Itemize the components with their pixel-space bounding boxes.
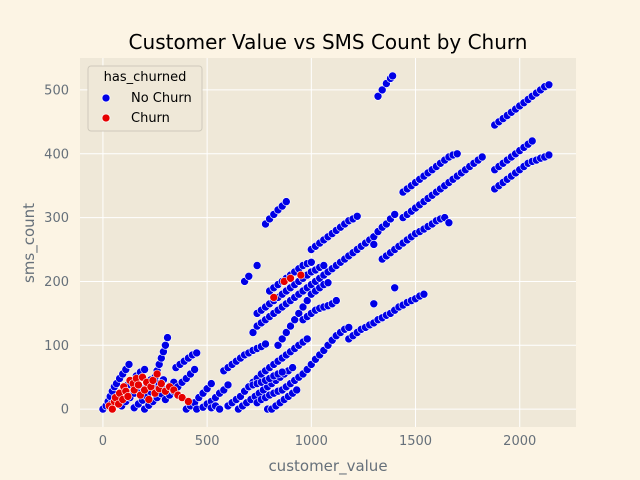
data-point (248, 328, 258, 337)
data-point (192, 348, 201, 358)
data-point (281, 328, 291, 337)
y-tick-label: 200 (44, 275, 69, 290)
legend-title: has_churned (104, 70, 187, 85)
data-point (296, 270, 306, 280)
x-tick-label: 1500 (399, 434, 432, 449)
data-point (123, 392, 133, 401)
data-point (369, 240, 379, 249)
data-point (252, 261, 262, 270)
data-point (390, 210, 400, 219)
x-tick-label: 1000 (295, 434, 328, 449)
data-point (190, 365, 199, 374)
data-point (177, 393, 187, 402)
chart-title: Customer Value vs SMS Count by Churn (129, 30, 528, 54)
data-point (331, 296, 341, 305)
data-point (140, 365, 149, 374)
x-tick-label: 500 (195, 434, 220, 449)
y-tick-label: 300 (44, 211, 69, 226)
y-tick-label: 500 (44, 83, 69, 98)
data-point (281, 197, 291, 206)
data-point (388, 71, 397, 81)
series-churn (104, 270, 306, 414)
data-point (207, 379, 216, 388)
x-axis-label: customer_value (268, 457, 387, 476)
data-point (294, 309, 304, 318)
data-point (288, 363, 297, 372)
y-tick-label: 100 (44, 339, 69, 354)
data-point (286, 273, 295, 283)
data-point (223, 380, 233, 390)
data-point (444, 218, 454, 227)
data-point (419, 289, 429, 299)
data-point (292, 385, 302, 395)
data-point (527, 136, 537, 146)
data-point (152, 369, 162, 379)
data-point (273, 340, 283, 350)
legend-marker-churn (101, 113, 111, 123)
legend-box (87, 65, 203, 132)
data-point (269, 293, 279, 302)
data-point (352, 212, 362, 221)
data-point (302, 296, 312, 305)
data-point (286, 321, 295, 331)
data-point (544, 80, 554, 90)
data-point (261, 339, 270, 349)
data-point (306, 257, 316, 267)
data-point (323, 278, 333, 288)
data-point (319, 261, 329, 270)
legend: has_churned No Churn Churn (87, 65, 203, 132)
data-point (134, 380, 143, 390)
x-tick-label: 2000 (503, 434, 536, 449)
data-point (302, 334, 312, 344)
y-tick-label: 0 (61, 403, 69, 418)
y-tick-label: 400 (44, 147, 69, 162)
data-point (144, 395, 154, 404)
data-point (544, 150, 554, 160)
data-point (215, 404, 224, 414)
data-point (298, 302, 308, 312)
data-point (157, 379, 166, 388)
data-point (277, 367, 287, 377)
legend-marker-no-churn (101, 93, 111, 103)
y-axis-label: sms_count (20, 203, 39, 283)
data-point (148, 376, 158, 385)
data-points (98, 71, 554, 414)
data-point (344, 323, 354, 332)
data-point (277, 334, 287, 344)
data-point (161, 340, 170, 350)
tick-labels: 0 500 1000 1500 2000 0 100 200 300 400 500 (44, 83, 536, 449)
data-point (477, 152, 487, 162)
legend-label-churn: Churn (131, 111, 170, 126)
data-point (390, 283, 400, 293)
data-point (244, 271, 254, 281)
data-point (373, 92, 383, 101)
data-point (124, 360, 134, 369)
data-point (184, 397, 193, 406)
data-point (452, 149, 462, 159)
data-point (369, 299, 379, 309)
data-point (377, 85, 387, 95)
legend-label-no-churn: No Churn (131, 91, 192, 106)
x-tick-label: 0 (99, 434, 107, 449)
data-point (163, 333, 172, 342)
